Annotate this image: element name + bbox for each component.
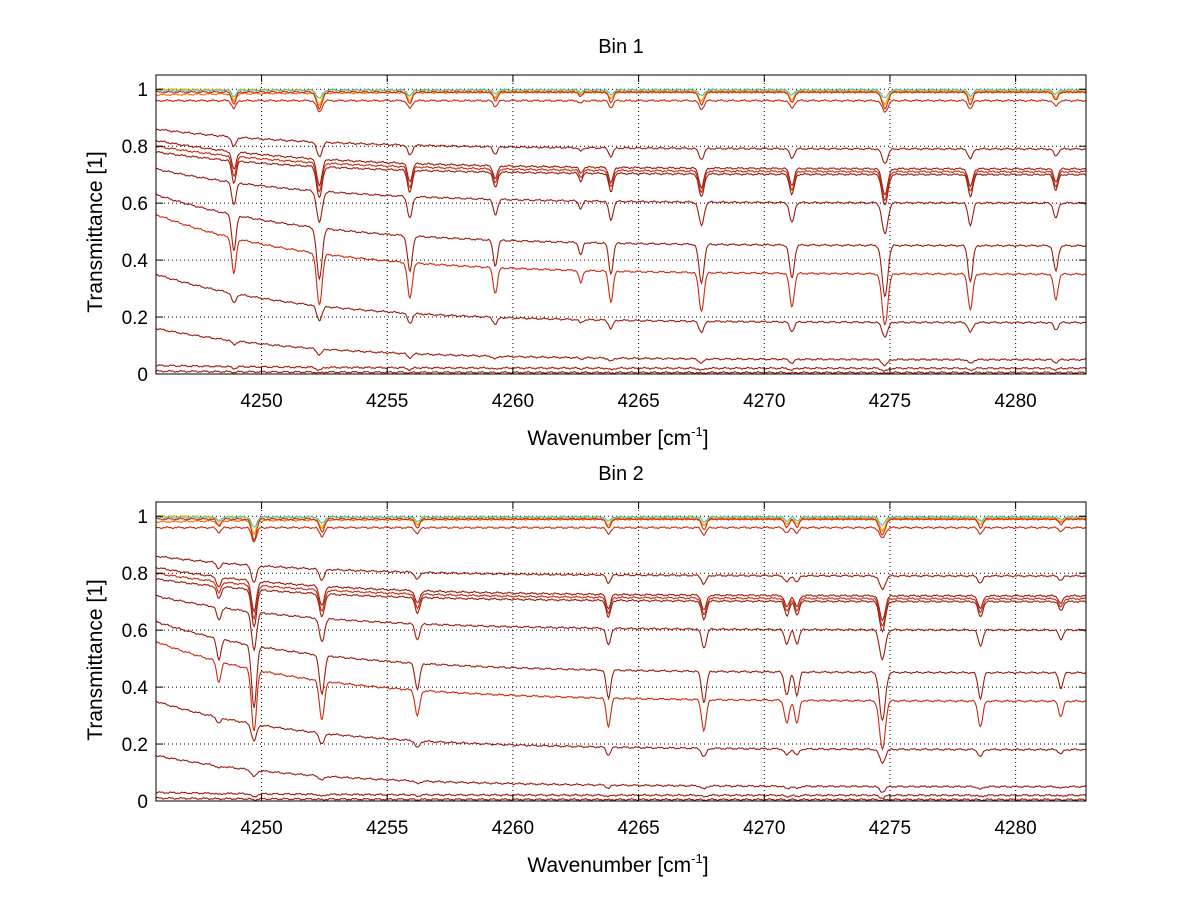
x-tick-label: 4260 bbox=[492, 391, 534, 412]
series-line bbox=[156, 274, 1086, 338]
chart-bin-2: Bin 2 4250 4255 4260 4265 4270 4275 4280 00.20… bbox=[84, 463, 1087, 877]
series-line bbox=[156, 577, 1086, 633]
series-line bbox=[156, 364, 1086, 372]
series-line bbox=[156, 640, 1086, 751]
x-tick-label: 4265 bbox=[617, 391, 659, 412]
y-tick-label: 1 bbox=[137, 507, 148, 528]
series-line bbox=[156, 754, 1086, 793]
series-line bbox=[156, 555, 1086, 591]
series-line bbox=[156, 526, 1086, 543]
plot-area bbox=[155, 74, 1087, 375]
series-line bbox=[156, 167, 1086, 235]
x-tick-label: 4270 bbox=[743, 391, 785, 412]
series-line bbox=[156, 567, 1086, 622]
series-line bbox=[156, 213, 1086, 326]
series-line bbox=[156, 791, 1086, 799]
y-axis-label: Transmittance [1] bbox=[84, 579, 107, 740]
series-line bbox=[156, 515, 1086, 528]
x-tick-label: 4250 bbox=[240, 391, 282, 412]
x-axis-label: Wavenumber [cm-1] bbox=[527, 851, 708, 877]
series-line bbox=[156, 140, 1086, 196]
series-line bbox=[156, 150, 1086, 206]
x-tick-label: 4255 bbox=[366, 818, 408, 839]
x-tick-label: 4265 bbox=[617, 818, 659, 839]
axis-ticks bbox=[156, 75, 1086, 375]
y-tick-label: 0.4 bbox=[122, 251, 149, 272]
x-tick-label: 4255 bbox=[366, 391, 408, 412]
x-tick-label: 4260 bbox=[492, 818, 534, 839]
y-tick-label: 0.6 bbox=[122, 194, 148, 215]
series-line bbox=[156, 145, 1086, 202]
y-tick-label: 0.8 bbox=[122, 137, 148, 158]
x-tick-label: 4275 bbox=[869, 818, 911, 839]
series-group bbox=[156, 88, 1086, 374]
x-tick-label: 4280 bbox=[994, 391, 1036, 412]
series-line bbox=[156, 594, 1086, 661]
y-tick-labels: 0 0.2 0.4 0.6 0.8 1 bbox=[122, 507, 149, 813]
series-line bbox=[156, 517, 1086, 542]
series-group bbox=[156, 515, 1086, 801]
axis-ticks bbox=[156, 502, 1086, 802]
series-line bbox=[156, 99, 1086, 113]
y-axis-label: Transmittance [1] bbox=[84, 151, 107, 312]
y-tick-label: 0.6 bbox=[122, 621, 148, 642]
series-line bbox=[156, 327, 1086, 367]
chart-title: Bin 1 bbox=[598, 36, 644, 58]
series-line bbox=[156, 620, 1086, 722]
y-tick-label: 0.2 bbox=[122, 308, 148, 329]
series-line bbox=[156, 572, 1086, 627]
x-tick-label: 4275 bbox=[869, 391, 911, 412]
y-tick-label: 1 bbox=[137, 80, 148, 101]
x-tick-labels: 4250 4255 4260 4265 4270 4275 4280 bbox=[240, 391, 1036, 412]
chart-title: Bin 2 bbox=[598, 463, 644, 485]
y-tick-label: 0 bbox=[137, 792, 148, 813]
series-line bbox=[156, 796, 1086, 801]
x-tick-label: 4270 bbox=[743, 818, 785, 839]
y-tick-label: 0.2 bbox=[122, 735, 148, 756]
series-line bbox=[156, 193, 1086, 298]
plot-area bbox=[155, 501, 1087, 802]
series-line bbox=[156, 128, 1086, 164]
y-tick-label: 0 bbox=[137, 365, 148, 386]
series-line bbox=[156, 88, 1086, 99]
x-axis-label: Wavenumber [cm-1] bbox=[527, 424, 708, 450]
y-tick-label: 0.8 bbox=[122, 564, 148, 585]
y-tick-label: 0.4 bbox=[122, 678, 149, 699]
series-line bbox=[156, 701, 1086, 765]
series-line bbox=[156, 369, 1086, 374]
y-tick-labels: 0 0.2 0.4 0.6 0.8 1 bbox=[122, 80, 149, 386]
x-tick-label: 4250 bbox=[240, 818, 282, 839]
series-line bbox=[156, 90, 1086, 110]
x-tick-label: 4280 bbox=[994, 818, 1036, 839]
x-tick-labels: 4250 4255 4260 4265 4270 4275 4280 bbox=[240, 818, 1036, 839]
chart-bin-1: Bin 1 4250 4255 4260 4265 4270 4275 4280 00.20… bbox=[84, 36, 1087, 450]
